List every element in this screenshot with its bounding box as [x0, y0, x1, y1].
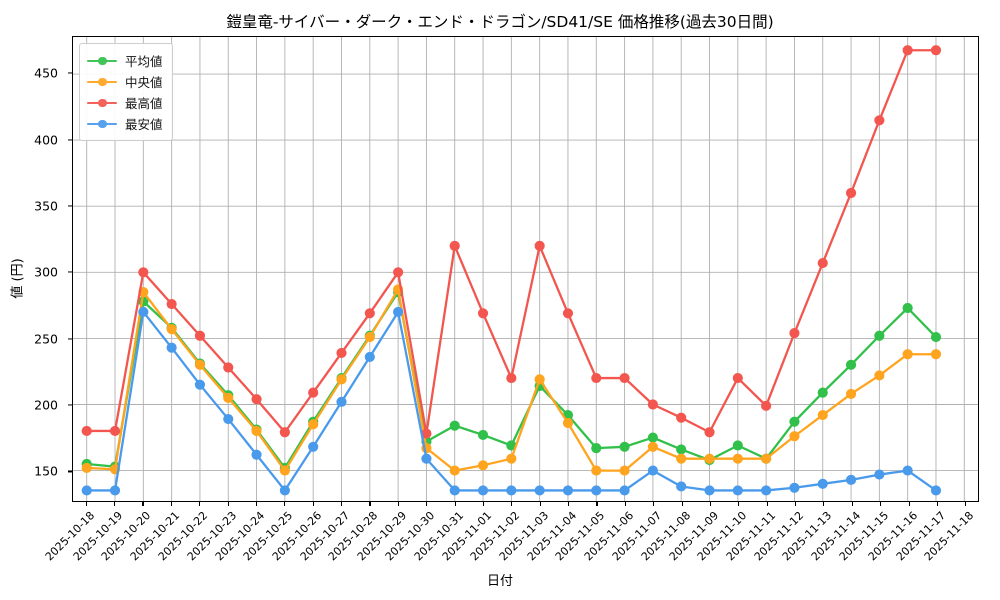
chart-title: 鎧皇竜-サイバー・ダーク・エンド・ドラゴン/SD41/SE 価格推移(過去30日… [226, 13, 774, 31]
legend-label: 最高値 [125, 96, 163, 111]
y-tick-label: 200 [34, 397, 58, 413]
legend-item[interactable]: 平均値 [87, 50, 163, 71]
x-tick-mark [653, 502, 655, 506]
legend-swatch-icon [87, 96, 117, 110]
y-tick-mark [68, 338, 72, 340]
plot-area [72, 36, 979, 502]
x-tick-mark [312, 502, 314, 506]
x-tick-mark [341, 502, 343, 506]
x-tick-mark [965, 502, 967, 506]
y-tick-mark [68, 205, 72, 207]
x-tick-mark [170, 502, 172, 506]
x-tick-mark [596, 502, 598, 506]
legend-item[interactable]: 中央値 [87, 71, 163, 92]
y-tick-label: 450 [34, 65, 58, 81]
x-tick-mark [539, 502, 541, 506]
x-tick-mark [482, 502, 485, 506]
y-tick-label: 250 [34, 331, 58, 347]
x-tick-mark [142, 502, 144, 506]
chart-legend: 平均値中央値最高値最安値 [79, 43, 173, 141]
legend-marker-icon [98, 56, 107, 66]
x-tick-mark [255, 502, 258, 506]
x-tick-mark [369, 502, 371, 506]
y-tick-label: 350 [34, 198, 58, 214]
x-tick-mark [766, 502, 768, 506]
legend-marker-icon [98, 98, 107, 108]
y-tick-mark [68, 271, 72, 273]
x-tick-mark [199, 502, 201, 506]
x-tick-mark [681, 502, 683, 506]
x-tick-mark [936, 502, 938, 506]
x-tick-mark [426, 502, 428, 506]
x-tick-mark [624, 502, 626, 506]
legend-label: 最安値 [125, 117, 163, 132]
y-tick-mark [68, 139, 72, 141]
legend-item[interactable]: 最高値 [87, 92, 163, 113]
x-tick-mark [284, 502, 286, 506]
legend-swatch-icon [87, 54, 117, 68]
x-tick-mark [454, 502, 456, 506]
x-tick-mark [851, 502, 853, 506]
y-tick-label: 300 [34, 264, 58, 280]
x-tick-mark [568, 502, 570, 506]
legend-label: 中央値 [125, 75, 163, 90]
chart-svg [73, 37, 978, 501]
x-tick-mark [227, 502, 229, 506]
x-tick-mark [511, 502, 513, 506]
y-tick-label: 400 [34, 132, 58, 148]
x-tick-mark [795, 502, 797, 506]
legend-marker-icon [98, 77, 107, 87]
x-tick-mark [397, 502, 399, 506]
y-tick-mark [68, 72, 72, 74]
x-tick-mark [908, 502, 910, 506]
x-tick-mark [738, 502, 740, 506]
legend-swatch-icon [87, 117, 117, 131]
x-tick-mark [85, 502, 87, 506]
x-tick-mark [709, 502, 711, 506]
legend-item[interactable]: 最安値 [87, 113, 163, 134]
legend-marker-icon [98, 119, 107, 129]
x-tick-mark [823, 502, 825, 506]
y-tick-label: 150 [34, 463, 58, 479]
y-tick-mark [68, 404, 72, 406]
x-tick-mark [114, 502, 116, 506]
legend-label: 平均値 [125, 54, 163, 69]
x-axis-label: 日付 [486, 574, 513, 589]
y-tick-mark [68, 470, 72, 472]
legend-swatch-icon [87, 75, 117, 89]
x-tick-mark [880, 502, 882, 506]
